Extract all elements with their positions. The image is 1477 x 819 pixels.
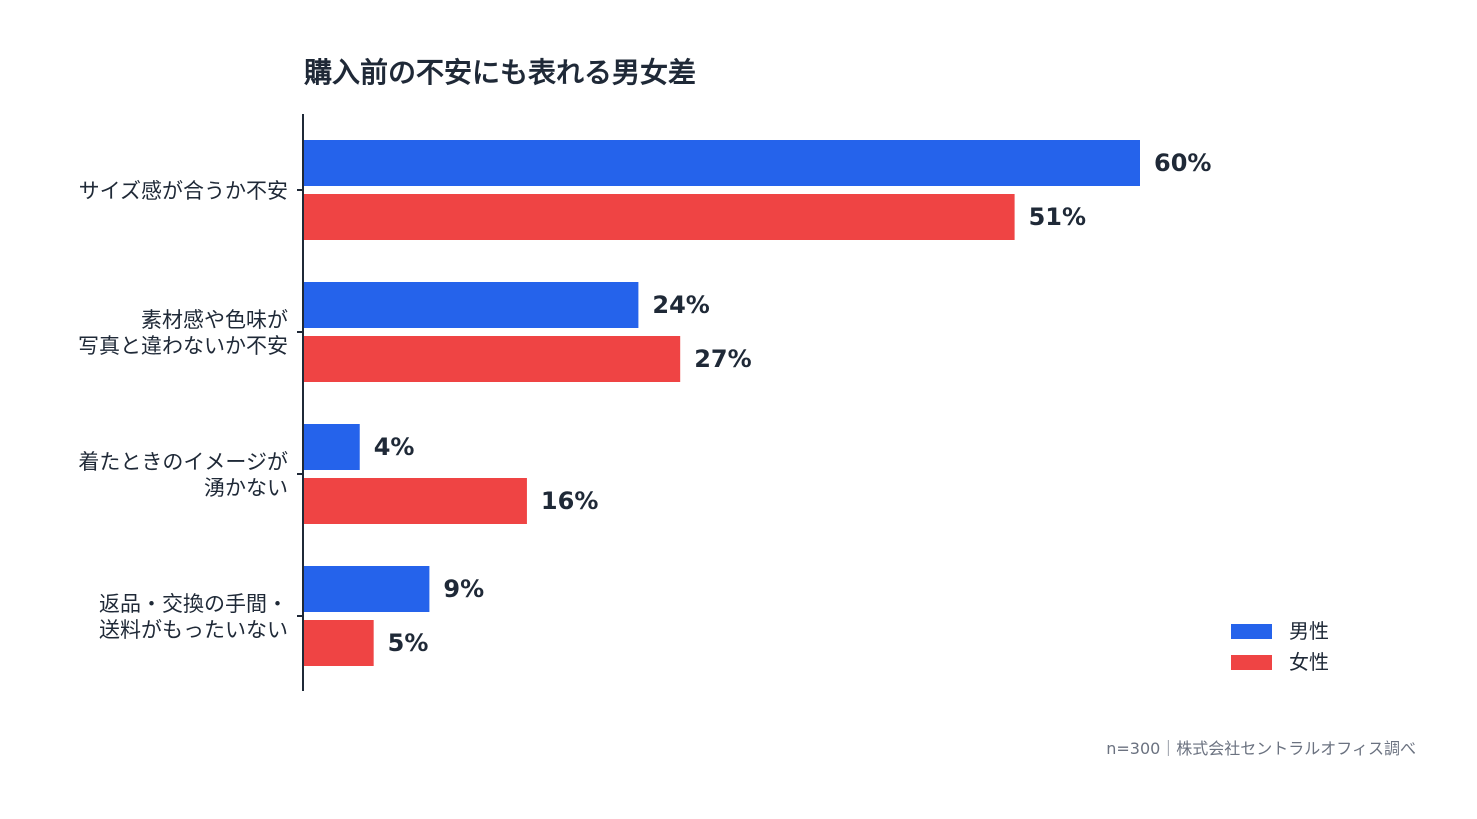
bar-male-0 bbox=[304, 140, 1140, 186]
category-label-1: 素材感や色味が写真と違わないか不安 bbox=[78, 308, 288, 358]
bar-female-0 bbox=[304, 194, 1015, 240]
data-label-female-1: 27% bbox=[694, 345, 751, 373]
data-label-female-2: 16% bbox=[541, 487, 598, 515]
category-labels-group: サイズ感が合うか不安素材感や色味が写真と違わないか不安着たときのイメージが湧かな… bbox=[78, 179, 303, 642]
bars-group: 60% 51% 24% 27% 4% 16% 9% 5% bbox=[304, 140, 1211, 666]
data-label-male-1: 24% bbox=[652, 291, 709, 319]
legend-swatch-female bbox=[1231, 655, 1272, 670]
legend-label-female: 女性 bbox=[1289, 650, 1329, 674]
category-label-3: 返品・交換の手間・送料がもったいない bbox=[99, 592, 288, 642]
bar-female-2 bbox=[304, 478, 527, 524]
bar-female-3 bbox=[304, 620, 374, 666]
category-label-0: サイズ感が合うか不安 bbox=[79, 179, 288, 203]
data-label-male-3: 9% bbox=[443, 575, 484, 603]
data-label-male-0: 60% bbox=[1154, 149, 1211, 177]
data-label-female-3: 5% bbox=[388, 629, 429, 657]
data-label-male-2: 4% bbox=[374, 433, 415, 461]
bar-male-1 bbox=[304, 282, 639, 328]
chart-title: 購入前の不安にも表れる男女差 bbox=[304, 56, 696, 89]
bar-male-3 bbox=[304, 566, 430, 612]
category-label-2: 着たときのイメージが湧かない bbox=[78, 450, 288, 500]
footnote: n=300｜株式会社セントラルオフィス調べ bbox=[1106, 739, 1416, 758]
bar-male-2 bbox=[304, 424, 360, 470]
bar-female-1 bbox=[304, 336, 681, 382]
legend-swatch-male bbox=[1231, 624, 1272, 639]
data-label-female-0: 51% bbox=[1029, 203, 1086, 231]
legend-label-male: 男性 bbox=[1289, 619, 1329, 643]
